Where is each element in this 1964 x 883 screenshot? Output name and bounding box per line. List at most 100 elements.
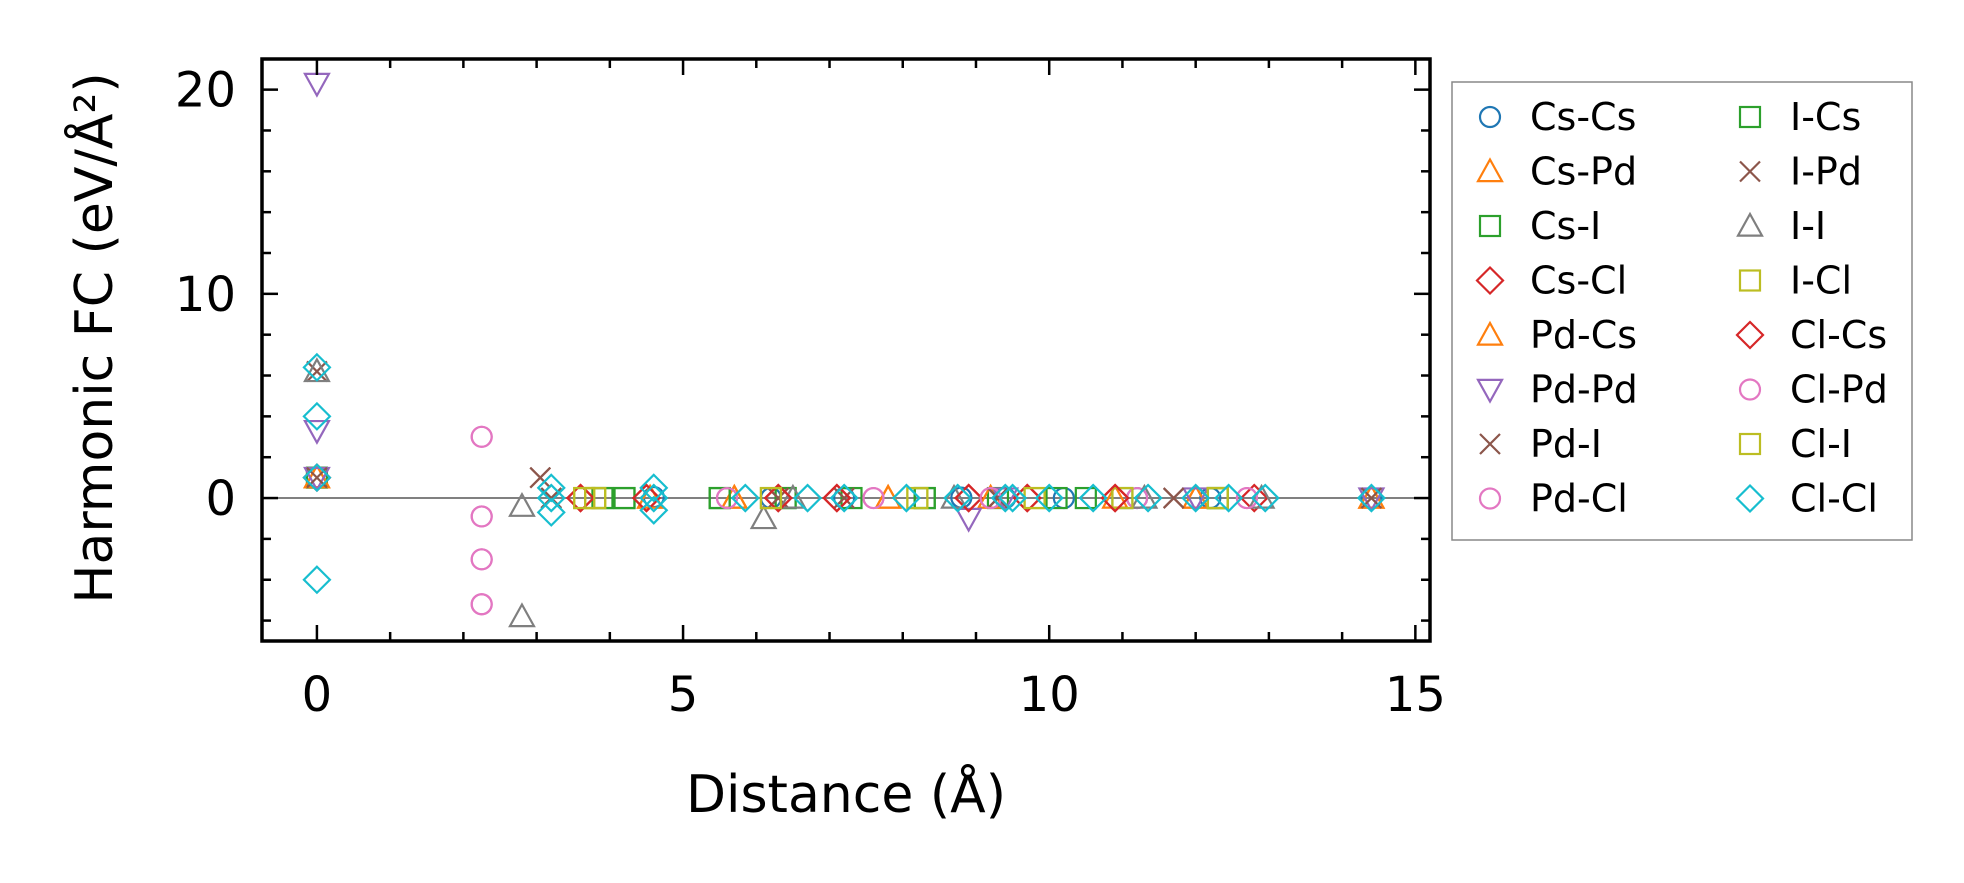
data-point [565,483,596,513]
data-point [1250,483,1280,513]
data-point [954,507,983,533]
data-point [954,483,984,513]
tick-labels-layer: 0 5 10 15 0 10 20 [175,63,1446,723]
legend-label: Pd-Cs [1530,313,1637,357]
data-point [470,425,493,448]
data-point [822,483,852,513]
data-point [303,419,331,445]
data-point [1235,486,1259,510]
data-point [303,466,331,492]
legend-marker [1475,265,1505,296]
legend-marker [1736,211,1764,237]
data-point [990,483,1020,513]
data-point [1034,483,1064,513]
legend-entry: Cs-Pd [1476,150,1637,194]
legend-entry: I-Cs [1738,95,1861,139]
legend-marker [1739,160,1761,183]
series-cl-cs [565,483,1130,513]
data-point [639,495,669,525]
data-point [998,483,1028,513]
legend-entry: Pd-Cl [1478,477,1628,521]
data-point [303,463,331,489]
legend-entry: Cl-Pd [1738,368,1888,412]
legend-marker [1478,214,1502,238]
data-point [1162,487,1185,509]
x-tick-label: 0 [302,667,333,723]
legend-marker [1735,320,1765,350]
legend-label: Cs-Cs [1530,95,1636,139]
data-point [470,505,493,528]
legend-label: I-Cs [1790,95,1861,139]
y-axis-label: Harmonic FC (eV/Å²) [63,72,125,603]
data-point [1181,483,1211,513]
data-point [1181,487,1210,513]
y-tick-label: 0 [205,471,236,527]
legend-label: Cl-Pd [1790,368,1888,412]
data-point [759,486,783,510]
legend-entry: Cl-Cs [1735,313,1887,357]
data-point [1357,487,1386,513]
data-point [943,483,973,513]
data-point [1181,483,1210,509]
data-point [715,486,739,510]
data-point [906,486,929,510]
data-point [639,483,669,513]
data-point [470,548,493,571]
legend-label: I-I [1790,204,1826,248]
data-point [536,497,566,527]
series-cl-pd [470,425,1259,616]
data-point [508,491,536,517]
legend-entry: I-Cl [1738,259,1852,303]
data-point [1074,486,1097,510]
data-point [508,602,536,628]
plot-frame [260,57,1432,643]
legend-marker [1738,378,1762,401]
legend-entry: Cs-Cl [1475,259,1627,303]
data-point [536,483,566,513]
data-point [1357,483,1386,509]
legend-label: Cl-Cs [1790,313,1887,357]
legend: Cs-Cs Cs-Pd Cs-I Cs-Cl Pd-Cs Pd-Pd Pd-I Pd-Cl I-… [1451,81,1913,541]
x-tick-label: 10 [1019,667,1080,723]
legend-label: I-Cl [1790,259,1852,303]
data-point [1133,483,1163,513]
legend-label: Pd-I [1530,422,1602,466]
legend-label: Cs-I [1530,204,1601,248]
data-point [862,486,885,510]
x-axis-label: Distance (Å) [686,763,1006,825]
data-point [792,483,823,513]
legend-entry: Cl-Cl [1735,477,1878,521]
legend-marker [1479,433,1501,455]
data-point [1111,486,1134,510]
data-point [840,486,863,510]
data-point [708,486,731,510]
data-point [779,483,807,509]
legend-entry: Cl-I [1738,422,1852,466]
data-point [987,487,1009,509]
legend-marker [1478,105,1502,129]
legend-entry: I-I [1736,204,1826,248]
y-tick-label: 20 [175,63,236,119]
data-point [631,483,662,513]
data-point [639,473,669,503]
y-tick-label: 10 [175,267,236,323]
data-point [470,593,493,616]
legend-label: I-Pd [1790,150,1862,194]
legend-entry: Cs-Cs [1478,95,1636,139]
data-point [1078,483,1108,513]
legend-marker [1476,320,1504,346]
legend-marker [1478,487,1502,510]
legend-label: Cs-Cl [1530,259,1627,303]
legend-label: Pd-Pd [1530,368,1638,412]
marks-layer [302,72,1386,628]
data-point [306,360,328,383]
data-point [1012,483,1042,513]
x-tick-label: 5 [668,667,699,723]
data-point [730,483,760,513]
data-point [720,483,749,509]
legend-entry: Cs-I [1478,204,1601,248]
data-point [891,483,921,513]
data-point [302,463,332,493]
legend-entry: Pd-I [1479,422,1602,466]
